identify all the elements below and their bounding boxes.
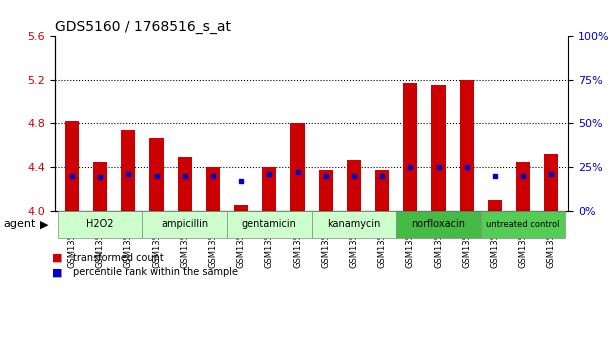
Text: untreated control: untreated control: [486, 220, 560, 229]
Bar: [488, 200, 502, 211]
Bar: [375, 170, 389, 211]
Bar: [262, 167, 276, 211]
Bar: [93, 162, 107, 211]
Bar: [459, 80, 474, 211]
Text: kanamycin: kanamycin: [327, 219, 381, 229]
Bar: [65, 121, 79, 211]
Text: gentamicin: gentamicin: [242, 219, 297, 229]
Text: ■: ■: [52, 267, 62, 277]
Bar: [234, 205, 248, 211]
Text: transformed count: transformed count: [73, 253, 164, 263]
Text: agent: agent: [3, 219, 35, 229]
Bar: [544, 154, 558, 211]
Bar: [150, 138, 164, 211]
Bar: [516, 162, 530, 211]
Text: percentile rank within the sample: percentile rank within the sample: [73, 267, 238, 277]
Text: ▶: ▶: [40, 219, 48, 229]
Bar: [206, 167, 220, 211]
Text: GDS5160 / 1768516_s_at: GDS5160 / 1768516_s_at: [55, 20, 231, 34]
Text: norfloxacin: norfloxacin: [412, 219, 466, 229]
Bar: [319, 170, 333, 211]
Bar: [121, 130, 136, 211]
Bar: [347, 160, 361, 211]
Text: ampicillin: ampicillin: [161, 219, 208, 229]
Bar: [403, 83, 417, 211]
Bar: [290, 123, 304, 211]
Bar: [431, 85, 445, 211]
Text: H2O2: H2O2: [86, 219, 114, 229]
Text: ■: ■: [52, 253, 62, 263]
Bar: [178, 157, 192, 211]
